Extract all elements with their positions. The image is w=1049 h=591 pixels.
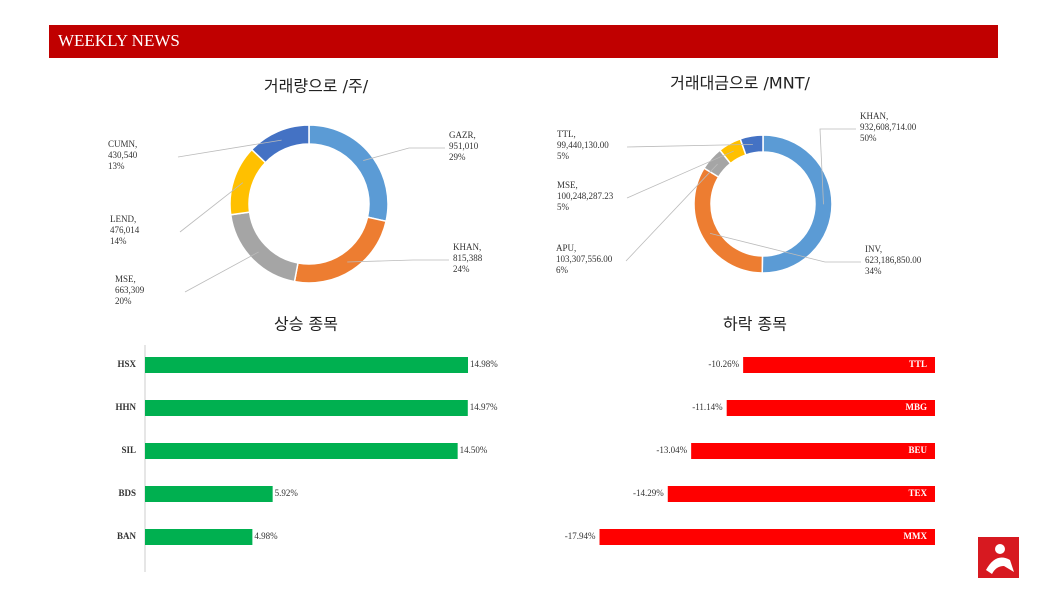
data-label-value: 430,540: [108, 150, 138, 160]
data-label: -10.26%: [708, 359, 739, 369]
data-label: 4.98%: [254, 531, 278, 541]
logo: [978, 537, 1019, 578]
donut-segment: [250, 124, 310, 164]
chart-title: 거래량으로 /주/: [264, 77, 369, 96]
data-label-value: 663,309: [115, 285, 145, 295]
data-label-percent: 50%: [860, 133, 877, 143]
category-label: BAN: [117, 531, 137, 541]
leader-line: [347, 259, 449, 263]
data-label-value: 99,440,130.00: [557, 140, 609, 150]
donut-segment: [229, 148, 267, 216]
category-label: TEX: [908, 488, 927, 498]
data-label: -11.14%: [692, 402, 723, 412]
category-label: BDS: [118, 488, 136, 498]
bar: [145, 529, 253, 545]
data-label-name: LEND,: [110, 214, 136, 224]
donut-segment: [693, 167, 764, 274]
data-label-name: GAZR,: [449, 130, 476, 140]
donut-segment: [293, 216, 387, 284]
bar: [726, 400, 935, 416]
bar: [145, 400, 468, 416]
data-label: 5.92%: [275, 488, 299, 498]
leader-line: [626, 143, 753, 148]
chart-title: 상승 종목: [274, 315, 338, 334]
data-label-percent: 29%: [449, 152, 466, 162]
leader-line: [626, 150, 734, 199]
category-label: MBG: [906, 402, 928, 412]
data-label-name: KHAN,: [860, 111, 888, 121]
data-label-value: 103,307,556.00: [556, 254, 613, 264]
leader-line: [179, 182, 244, 233]
header-title: WEEKLY NEWS: [58, 31, 180, 50]
bar: [145, 443, 458, 459]
data-label-value: 476,014: [110, 225, 140, 235]
data-label-name: MSE,: [557, 180, 578, 190]
bar: [743, 357, 935, 373]
header-band: [49, 25, 998, 58]
data-label-percent: 13%: [108, 161, 125, 171]
leader-line: [177, 139, 282, 158]
data-label-percent: 5%: [557, 151, 570, 161]
data-label-percent: 6%: [556, 265, 569, 275]
bar: [145, 357, 469, 373]
data-label-percent: 20%: [115, 296, 132, 306]
bar: [599, 529, 935, 545]
bar: [145, 486, 273, 502]
donut-segment: [229, 211, 299, 283]
data-label-value: 951,010: [449, 141, 479, 151]
data-label: 14.97%: [470, 402, 498, 412]
bar: [691, 443, 935, 459]
data-label-name: TTL,: [557, 129, 576, 139]
data-label-percent: 24%: [453, 264, 470, 274]
data-label-percent: 14%: [110, 236, 127, 246]
data-label-percent: 5%: [557, 202, 570, 212]
data-label: -17.94%: [565, 531, 596, 541]
chart-title: 하락 종목: [723, 315, 787, 334]
data-label-percent: 34%: [865, 266, 882, 276]
data-label: -14.29%: [633, 488, 664, 498]
data-label-name: CUMN,: [108, 139, 137, 149]
category-label: HSX: [117, 359, 136, 369]
leader-line: [819, 128, 856, 205]
donut-segment: [308, 124, 389, 223]
data-label-value: 623,186,850.00: [865, 255, 922, 265]
category-label: BEU: [908, 445, 927, 455]
leader-line: [710, 232, 861, 263]
data-label: 14.50%: [460, 445, 488, 455]
data-label-value: 932,608,714.00: [860, 122, 917, 132]
category-label: HHN: [115, 402, 136, 412]
data-label-value: 100,248,287.23: [557, 191, 614, 201]
leader-line: [184, 251, 259, 293]
bar: [667, 486, 935, 502]
leader-line: [363, 147, 445, 161]
data-label-value: 815,388: [453, 253, 483, 263]
data-label-name: KHAN,: [453, 242, 481, 252]
data-label: -13.04%: [656, 445, 687, 455]
category-label: SIL: [121, 445, 136, 455]
leader-line: [625, 163, 718, 262]
data-label-name: INV,: [865, 244, 882, 254]
chart-title: 거래대금으로 /MNT/: [670, 74, 810, 93]
category-label: MMX: [904, 531, 928, 541]
data-label-name: APU,: [556, 243, 576, 253]
data-label: 14.98%: [470, 359, 498, 369]
donut-segment: [739, 134, 764, 156]
data-label-name: MSE,: [115, 274, 136, 284]
category-label: TTL: [909, 359, 927, 369]
